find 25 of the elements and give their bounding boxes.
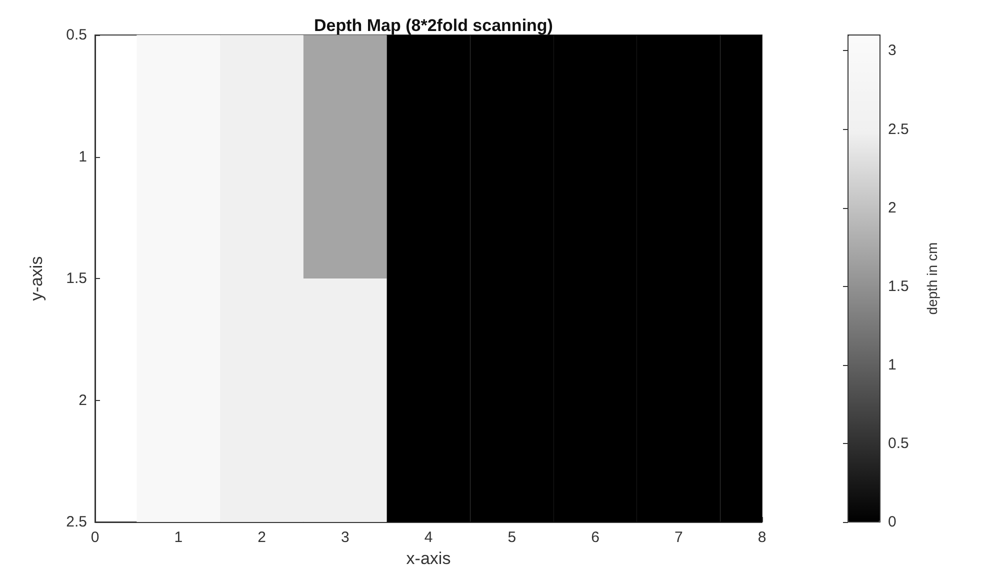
color-bar-title: depth in cm: [924, 242, 940, 315]
y-axis-title: y-axis: [27, 256, 46, 301]
x-tick-label: 7: [674, 529, 683, 546]
y-tick-label: 1: [78, 148, 87, 166]
x-tick-label: 6: [591, 529, 600, 546]
color-bar-label: 0.5: [888, 434, 909, 452]
x-tick-label: 2: [258, 529, 266, 546]
x-tick-label: 3: [340, 529, 350, 546]
y-tick-label: 2: [78, 392, 87, 409]
y-tick-label: 2.5: [66, 514, 87, 530]
chart-title: Depth Map (8*2fold scanning): [314, 16, 553, 35]
x-tick-label: 5: [508, 529, 516, 546]
color-bar-label: 1.5: [888, 278, 909, 295]
color-bar-label: 3: [888, 42, 896, 60]
y-tick-label: 0.5: [66, 26, 87, 44]
x-tick-label: 4: [424, 529, 433, 546]
y-tick-label: 1.5: [66, 270, 87, 287]
color-bar-label: 2: [888, 199, 896, 216]
x-tick-label: 8: [758, 529, 766, 546]
x-tick-label: 1: [174, 529, 183, 546]
color-bar-label: 0: [888, 514, 896, 530]
x-tick-label: 0: [90, 529, 100, 546]
color-bar-label: 1: [888, 356, 896, 374]
x-axis-title: x-axis: [406, 549, 451, 568]
color-bar-label: 2.5: [888, 120, 909, 138]
